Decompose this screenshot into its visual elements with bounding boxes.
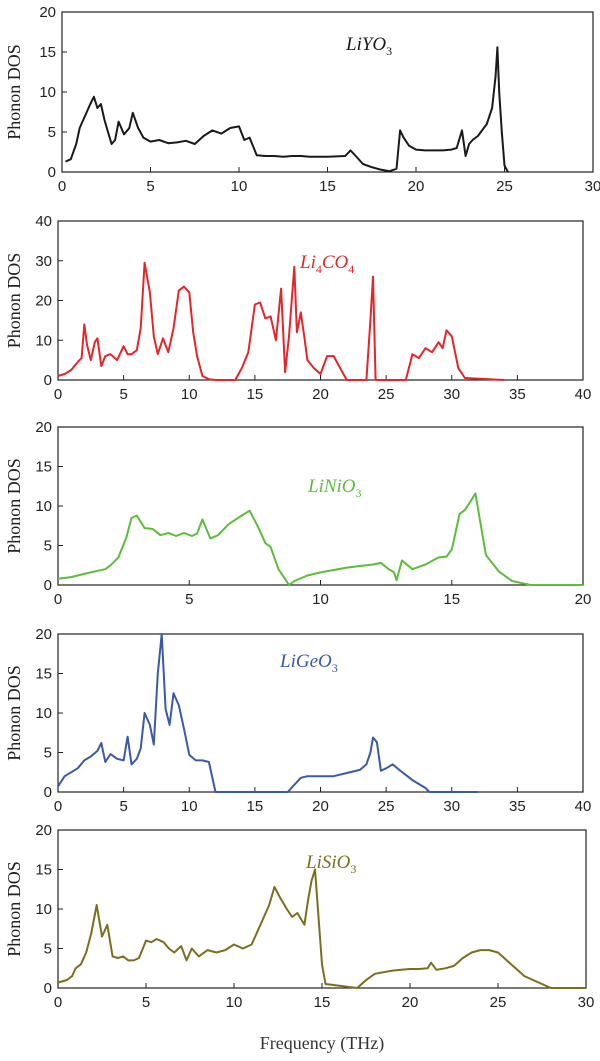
x-tick-label: 5 (119, 386, 127, 403)
y-tick-label: 10 (39, 84, 56, 101)
x-tick-label: 25 (378, 386, 395, 403)
plot-frame (57, 220, 584, 381)
x-tick-label: 20 (312, 386, 329, 403)
chart-panel-3: 0 5 10 15 20 0 5 10 15 20 Phonon DOS LiNiO3 (4, 419, 591, 608)
y-tick-label: 0 (48, 164, 56, 181)
y-tick-label: 20 (35, 626, 52, 643)
y-axis-label: Phonon DOS (4, 458, 24, 554)
x-tick-label: 15 (314, 994, 331, 1011)
x-tick-label: 20 (575, 591, 592, 608)
y-tick-label: 20 (35, 419, 52, 436)
dos-series-line (65, 46, 509, 173)
dos-series-line (57, 633, 478, 793)
x-tick-label: 10 (312, 591, 329, 608)
y-tick-label: 10 (35, 705, 52, 722)
y-tick-label: 5 (44, 941, 52, 958)
x-tick-label: 10 (226, 994, 243, 1011)
x-tick-label: 30 (578, 994, 595, 1011)
x-tick-label: 30 (443, 386, 460, 403)
chart-panel-4: 0 5 10 15 20 25 30 35 40 0 5 10 15 20 Phonon DOS LiGeO3 (4, 626, 591, 815)
y-tick-label: 30 (35, 253, 52, 270)
plot-frame (61, 11, 594, 173)
x-tick-label: 35 (509, 798, 526, 815)
panel-title: Li4CO4 (299, 252, 354, 276)
x-tick-label: 10 (181, 798, 198, 815)
y-axis-label: Phonon DOS (4, 861, 24, 957)
x-tick-label: 30 (443, 798, 460, 815)
x-tick-label: 0 (54, 386, 62, 403)
x-tick-label: 30 (585, 178, 600, 195)
y-tick-label: 15 (35, 862, 52, 879)
y-tick-label: 5 (44, 745, 52, 762)
x-tick-label: 0 (54, 798, 62, 815)
x-tick-label: 0 (54, 591, 62, 608)
y-tick-label: 10 (35, 901, 52, 918)
x-tick-label: 0 (58, 178, 66, 195)
y-tick-label: 10 (35, 498, 52, 515)
x-tick-label: 20 (402, 994, 419, 1011)
x-tick-label: 25 (378, 798, 395, 815)
chart-panel-2: 0 5 10 15 20 25 30 35 40 0 10 20 30 40 Phonon DOS Li4CO… (4, 213, 591, 403)
x-tick-label: 40 (575, 386, 592, 403)
plot-frame (57, 426, 584, 586)
panel-title: LiGeO3 (279, 651, 338, 675)
panel-title: LiNiO3 (307, 476, 362, 500)
y-tick-label: 15 (35, 666, 52, 683)
x-tick-label: 20 (312, 798, 329, 815)
x-tick-label: 10 (231, 178, 248, 195)
y-tick-label: 0 (44, 577, 52, 594)
dos-series-line (57, 492, 583, 586)
dos-series-line (57, 868, 586, 989)
x-tick-label: 5 (142, 994, 150, 1011)
x-tick-label: 15 (247, 798, 264, 815)
y-axis-label: Phonon DOS (4, 253, 24, 349)
x-tick-label: 20 (408, 178, 425, 195)
y-tick-label: 0 (44, 980, 52, 997)
y-tick-label: 0 (44, 372, 52, 389)
y-tick-label: 5 (44, 538, 52, 555)
y-tick-label: 0 (44, 784, 52, 801)
x-tick-label: 40 (575, 798, 592, 815)
panel-title: LiYO3 (345, 34, 392, 58)
x-tick-label: 15 (247, 386, 264, 403)
x-tick-label: 0 (54, 994, 62, 1011)
y-tick-label: 20 (35, 293, 52, 310)
chart-panel-5: 0 5 10 15 20 25 30 0 5 10 15 20 Phonon DOS LiSiO3 (4, 822, 594, 1011)
y-tick-label: 5 (48, 124, 56, 141)
x-tick-label: 5 (185, 591, 193, 608)
x-tick-label: 15 (319, 178, 336, 195)
x-tick-label: 25 (496, 178, 513, 195)
y-axis-label: Phonon DOS (4, 665, 24, 761)
y-axis-label: Phonon DOS (4, 44, 24, 140)
panel-title: LiSiO3 (305, 852, 356, 876)
x-tick-label: 10 (181, 386, 198, 403)
y-tick-label: 10 (35, 332, 52, 349)
y-tick-label: 40 (35, 213, 52, 230)
chart-panel-1: 0 5 10 15 20 25 30 0 5 10 15 20 Phonon DOS LiYO3 (4, 4, 600, 195)
x-tick-label: 15 (443, 591, 460, 608)
y-tick-label: 15 (35, 459, 52, 476)
x-tick-label: 5 (146, 178, 154, 195)
dos-series-line (57, 261, 505, 381)
x-tick-label: 25 (490, 994, 507, 1011)
y-tick-label: 20 (35, 822, 52, 839)
y-tick-label: 15 (39, 44, 56, 61)
y-tick-label: 20 (39, 4, 56, 21)
x-axis-label: Frequency (THz) (260, 1033, 384, 1054)
x-tick-label: 5 (119, 798, 127, 815)
x-tick-label: 35 (509, 386, 526, 403)
